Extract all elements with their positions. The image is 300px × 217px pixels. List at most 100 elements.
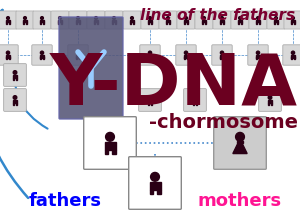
FancyBboxPatch shape (123, 11, 141, 29)
Polygon shape (94, 22, 95, 23)
FancyBboxPatch shape (105, 11, 123, 29)
Circle shape (184, 17, 188, 20)
FancyBboxPatch shape (69, 11, 87, 29)
Polygon shape (13, 75, 17, 78)
Circle shape (40, 51, 43, 54)
Polygon shape (148, 20, 152, 22)
Polygon shape (184, 22, 185, 23)
Polygon shape (268, 103, 269, 105)
Text: fathers: fathers (28, 192, 101, 210)
Polygon shape (241, 22, 242, 23)
Polygon shape (6, 20, 10, 22)
Polygon shape (115, 22, 116, 23)
Polygon shape (76, 55, 80, 58)
Circle shape (292, 17, 294, 20)
Polygon shape (6, 58, 7, 59)
Polygon shape (40, 55, 44, 58)
Polygon shape (193, 103, 194, 105)
Polygon shape (184, 55, 188, 58)
Polygon shape (233, 143, 247, 154)
Circle shape (256, 51, 260, 54)
Polygon shape (202, 20, 206, 22)
Polygon shape (291, 58, 292, 59)
Circle shape (268, 96, 272, 99)
Polygon shape (79, 58, 80, 59)
Text: mothers: mothers (198, 192, 282, 210)
Polygon shape (76, 58, 77, 59)
FancyBboxPatch shape (231, 11, 249, 29)
Polygon shape (13, 100, 17, 103)
Text: Y-DNA: Y-DNA (50, 51, 298, 120)
Circle shape (274, 17, 278, 20)
Polygon shape (76, 20, 80, 22)
Polygon shape (184, 58, 185, 59)
FancyBboxPatch shape (84, 117, 136, 169)
Polygon shape (104, 150, 108, 154)
Polygon shape (43, 22, 44, 23)
FancyBboxPatch shape (195, 11, 213, 29)
Polygon shape (294, 58, 295, 59)
FancyBboxPatch shape (249, 11, 267, 29)
Polygon shape (79, 22, 80, 23)
FancyBboxPatch shape (159, 11, 177, 29)
Circle shape (13, 96, 17, 99)
Circle shape (184, 51, 188, 54)
FancyBboxPatch shape (0, 11, 17, 29)
Polygon shape (151, 103, 152, 105)
Polygon shape (9, 22, 10, 23)
Polygon shape (196, 103, 197, 105)
Polygon shape (256, 55, 260, 58)
Polygon shape (133, 22, 134, 23)
Circle shape (202, 17, 206, 20)
Polygon shape (148, 103, 149, 105)
Polygon shape (166, 22, 167, 23)
Polygon shape (130, 20, 134, 22)
Polygon shape (238, 22, 239, 23)
Polygon shape (149, 182, 161, 190)
Polygon shape (220, 55, 224, 58)
Polygon shape (94, 20, 98, 22)
Polygon shape (256, 22, 257, 23)
Circle shape (291, 51, 295, 54)
FancyBboxPatch shape (176, 45, 196, 65)
FancyBboxPatch shape (140, 45, 160, 65)
Circle shape (112, 17, 116, 20)
Polygon shape (13, 103, 14, 105)
FancyBboxPatch shape (16, 11, 34, 29)
Polygon shape (220, 20, 224, 22)
Circle shape (167, 17, 170, 20)
Polygon shape (291, 55, 295, 58)
Polygon shape (40, 20, 44, 22)
Polygon shape (58, 22, 59, 23)
Circle shape (220, 17, 224, 20)
Polygon shape (112, 150, 116, 154)
Polygon shape (13, 78, 14, 79)
Circle shape (94, 17, 98, 20)
Polygon shape (112, 20, 116, 22)
Polygon shape (294, 22, 295, 23)
Polygon shape (256, 20, 260, 22)
FancyBboxPatch shape (141, 11, 159, 29)
Polygon shape (23, 22, 24, 23)
Polygon shape (274, 22, 275, 23)
Text: line of the fathers: line of the fathers (140, 8, 295, 23)
Polygon shape (271, 103, 272, 105)
Circle shape (148, 51, 152, 54)
Circle shape (130, 17, 134, 20)
Polygon shape (23, 20, 27, 22)
Polygon shape (61, 22, 62, 23)
Polygon shape (16, 78, 17, 79)
Polygon shape (148, 55, 152, 58)
Polygon shape (205, 22, 206, 23)
Polygon shape (237, 141, 243, 143)
Circle shape (6, 51, 10, 54)
Circle shape (76, 17, 80, 20)
Circle shape (220, 51, 224, 54)
Polygon shape (256, 58, 257, 59)
Polygon shape (277, 22, 278, 23)
FancyBboxPatch shape (284, 11, 300, 29)
Polygon shape (291, 22, 292, 23)
FancyBboxPatch shape (129, 157, 181, 209)
Polygon shape (268, 100, 272, 103)
FancyBboxPatch shape (177, 11, 195, 29)
